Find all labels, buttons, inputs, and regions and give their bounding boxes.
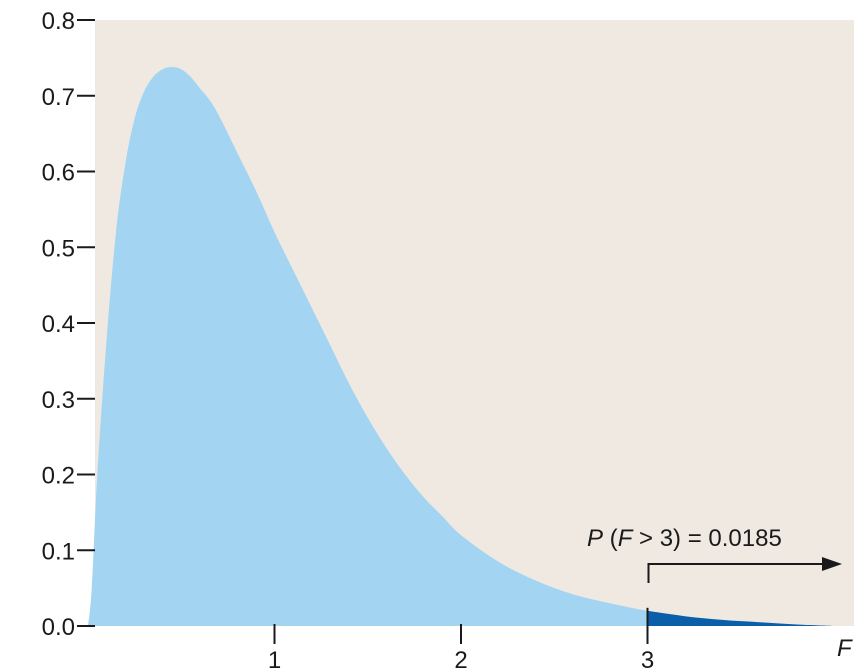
x-tick-label: 2 xyxy=(454,647,467,671)
annotation-rest: > 3) = 0.0185 xyxy=(632,525,781,552)
annotation-f: F xyxy=(618,525,634,552)
y-tick-label: 0.4 xyxy=(42,311,75,338)
y-tick-label: 0.5 xyxy=(42,235,75,262)
tail-area xyxy=(647,610,834,626)
y-tick-label: 0.8 xyxy=(42,8,75,35)
x-axis-title: F xyxy=(837,635,853,662)
x-tick-label: 1 xyxy=(268,647,281,671)
x-tick-label: 3 xyxy=(641,647,654,671)
y-tick-label: 0.7 xyxy=(42,84,75,111)
y-tick-label: 0.2 xyxy=(42,463,75,490)
y-axis: 0.0 0.1 0.2 0.3 0.4 0.5 0.6 0.7 0.8 xyxy=(42,8,95,641)
annotation-p: P xyxy=(587,525,603,552)
y-tick-label: 0.6 xyxy=(42,160,75,187)
y-tick-label: 0.0 xyxy=(42,614,75,641)
annotation-open: ( xyxy=(603,525,618,552)
annotation-bracket xyxy=(647,563,825,583)
y-tick-label: 0.1 xyxy=(42,538,75,565)
arrow-head-icon xyxy=(822,557,842,571)
x-axis: 1 2 3 xyxy=(268,607,654,671)
annotation-text: P (F > 3) = 0.0185 xyxy=(587,525,782,552)
y-tick-label: 0.3 xyxy=(42,387,75,414)
annotation: P (F > 3) = 0.0185 xyxy=(587,525,842,583)
density-area xyxy=(88,67,834,626)
